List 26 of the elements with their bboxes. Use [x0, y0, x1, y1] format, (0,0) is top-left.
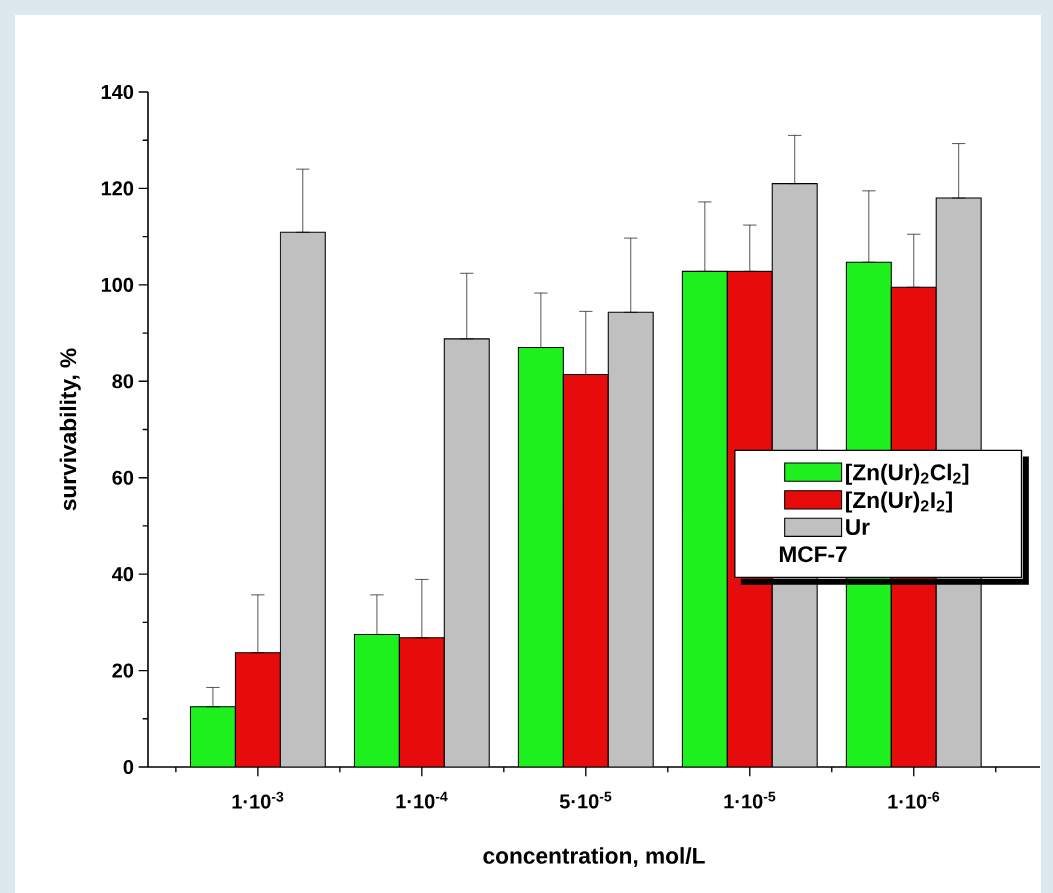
- y-tick-label: 60: [112, 470, 134, 485]
- legend-label: Ur: [846, 519, 870, 536]
- bar: [517, 346, 564, 767]
- bar: [607, 311, 654, 767]
- y-tick-label: 20: [112, 663, 134, 678]
- bar: [279, 231, 326, 767]
- bar: [353, 633, 400, 767]
- y-tick-label: 100: [101, 277, 134, 292]
- y-tick-label: 40: [112, 567, 134, 582]
- x-tick-label: 1·10$^{-3}$: [232, 791, 284, 809]
- bar: [189, 706, 236, 767]
- x-axis-title: concentration, mol/L: [483, 847, 705, 868]
- x-tick-label: 1·10$^{-5}$: [724, 791, 776, 809]
- x-tick-label: 1·10$^{-6}$: [888, 791, 940, 809]
- bar: [681, 270, 728, 767]
- legend-label: [Zn(Ur)$_{2}$Cl$_{2}$]: [846, 463, 969, 485]
- y-tick-label: 0: [123, 759, 134, 775]
- y-axis-title: survivability, %: [59, 348, 81, 511]
- x-tick-label: 1·10$^{-4}$: [396, 791, 448, 809]
- y-tick-label: 80: [112, 374, 134, 389]
- bar: [443, 338, 490, 767]
- annotation: MCF-7: [779, 546, 847, 563]
- y-tick-label: 120: [101, 181, 134, 196]
- legend-label: [Zn(Ur)$_{2}$I$_{2}$]: [846, 491, 952, 513]
- x-tick-label: 5·10$^{-5}$: [559, 791, 612, 809]
- y-tick-label: 140: [101, 84, 134, 100]
